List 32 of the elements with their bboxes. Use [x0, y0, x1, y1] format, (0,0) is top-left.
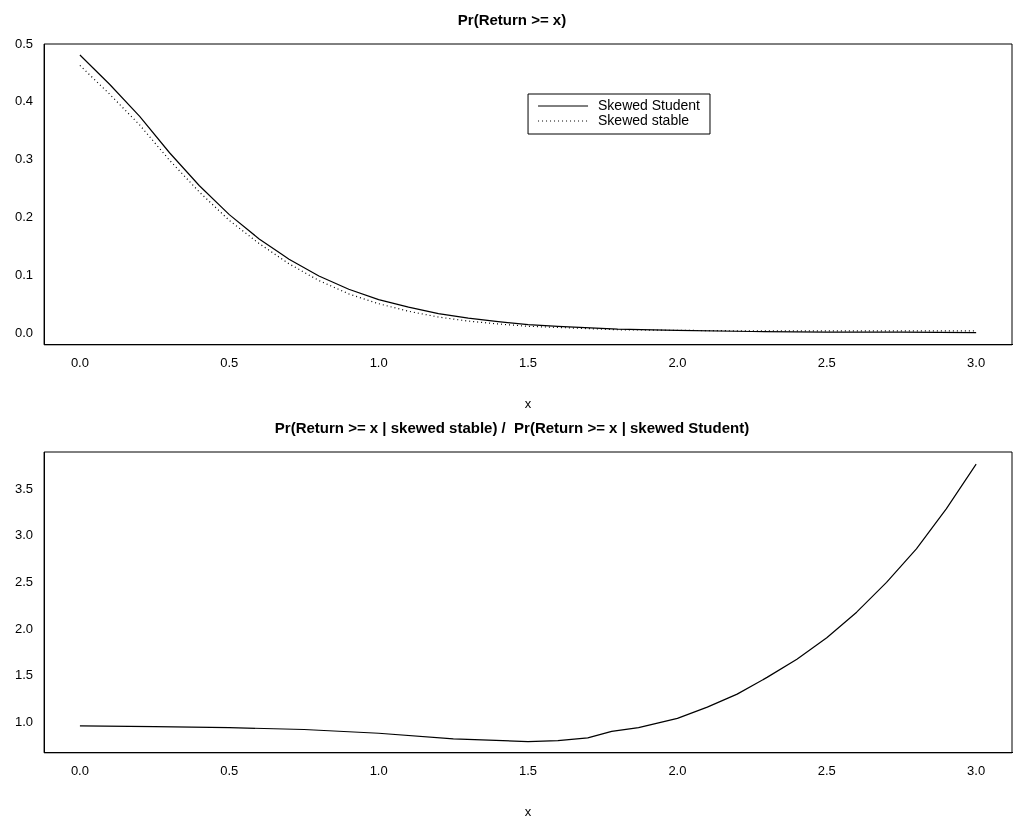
y-tick-label: 0.4	[14, 93, 34, 109]
y-tick-label: 0.0	[14, 324, 34, 340]
y-tick-label: 0.3	[14, 151, 34, 167]
x-tick-label: 1.0	[369, 763, 388, 779]
x-tick-label: 2.5	[817, 355, 836, 371]
x-tick-label: 1.5	[519, 763, 538, 779]
chart-title: Pr(Return >= x)	[457, 11, 567, 29]
x-tick-label: 2.0	[668, 763, 687, 779]
legend-label: Skewed stable	[598, 111, 690, 128]
y-tick-label: 2.0	[14, 620, 34, 636]
x-tick-label: 0.0	[70, 355, 89, 371]
y-tick-label: 3.0	[14, 527, 34, 543]
x-tick-label: 0.0	[70, 763, 89, 779]
y-tick-label: 2.5	[14, 573, 34, 589]
x-tick-label: 3.0	[967, 763, 986, 779]
x-tick-label: 0.5	[220, 355, 239, 371]
y-tick-label: 3.5	[14, 480, 34, 496]
y-tick-label: 1.5	[14, 667, 34, 683]
legend-label: Skewed Student	[598, 96, 701, 113]
x-tick-label: 3.0	[967, 355, 986, 371]
x-axis-title: x	[524, 395, 532, 411]
y-tick-label: 1.0	[14, 713, 34, 729]
y-tick-label: 0.1	[14, 266, 34, 282]
x-tick-label: 1.5	[519, 355, 538, 371]
x-tick-label: 0.5	[220, 763, 239, 779]
x-tick-label: 2.5	[817, 763, 836, 779]
y-tick-label: 0.5	[14, 35, 34, 51]
x-axis-title: x	[524, 803, 532, 819]
y-tick-label: 0.2	[14, 209, 34, 225]
x-tick-label: 1.0	[369, 355, 388, 371]
x-tick-label: 2.0	[668, 355, 687, 371]
chart-title: Pr(Return >= x | skewed stable) / Pr(Return >= x | skewed Student)	[274, 419, 750, 437]
